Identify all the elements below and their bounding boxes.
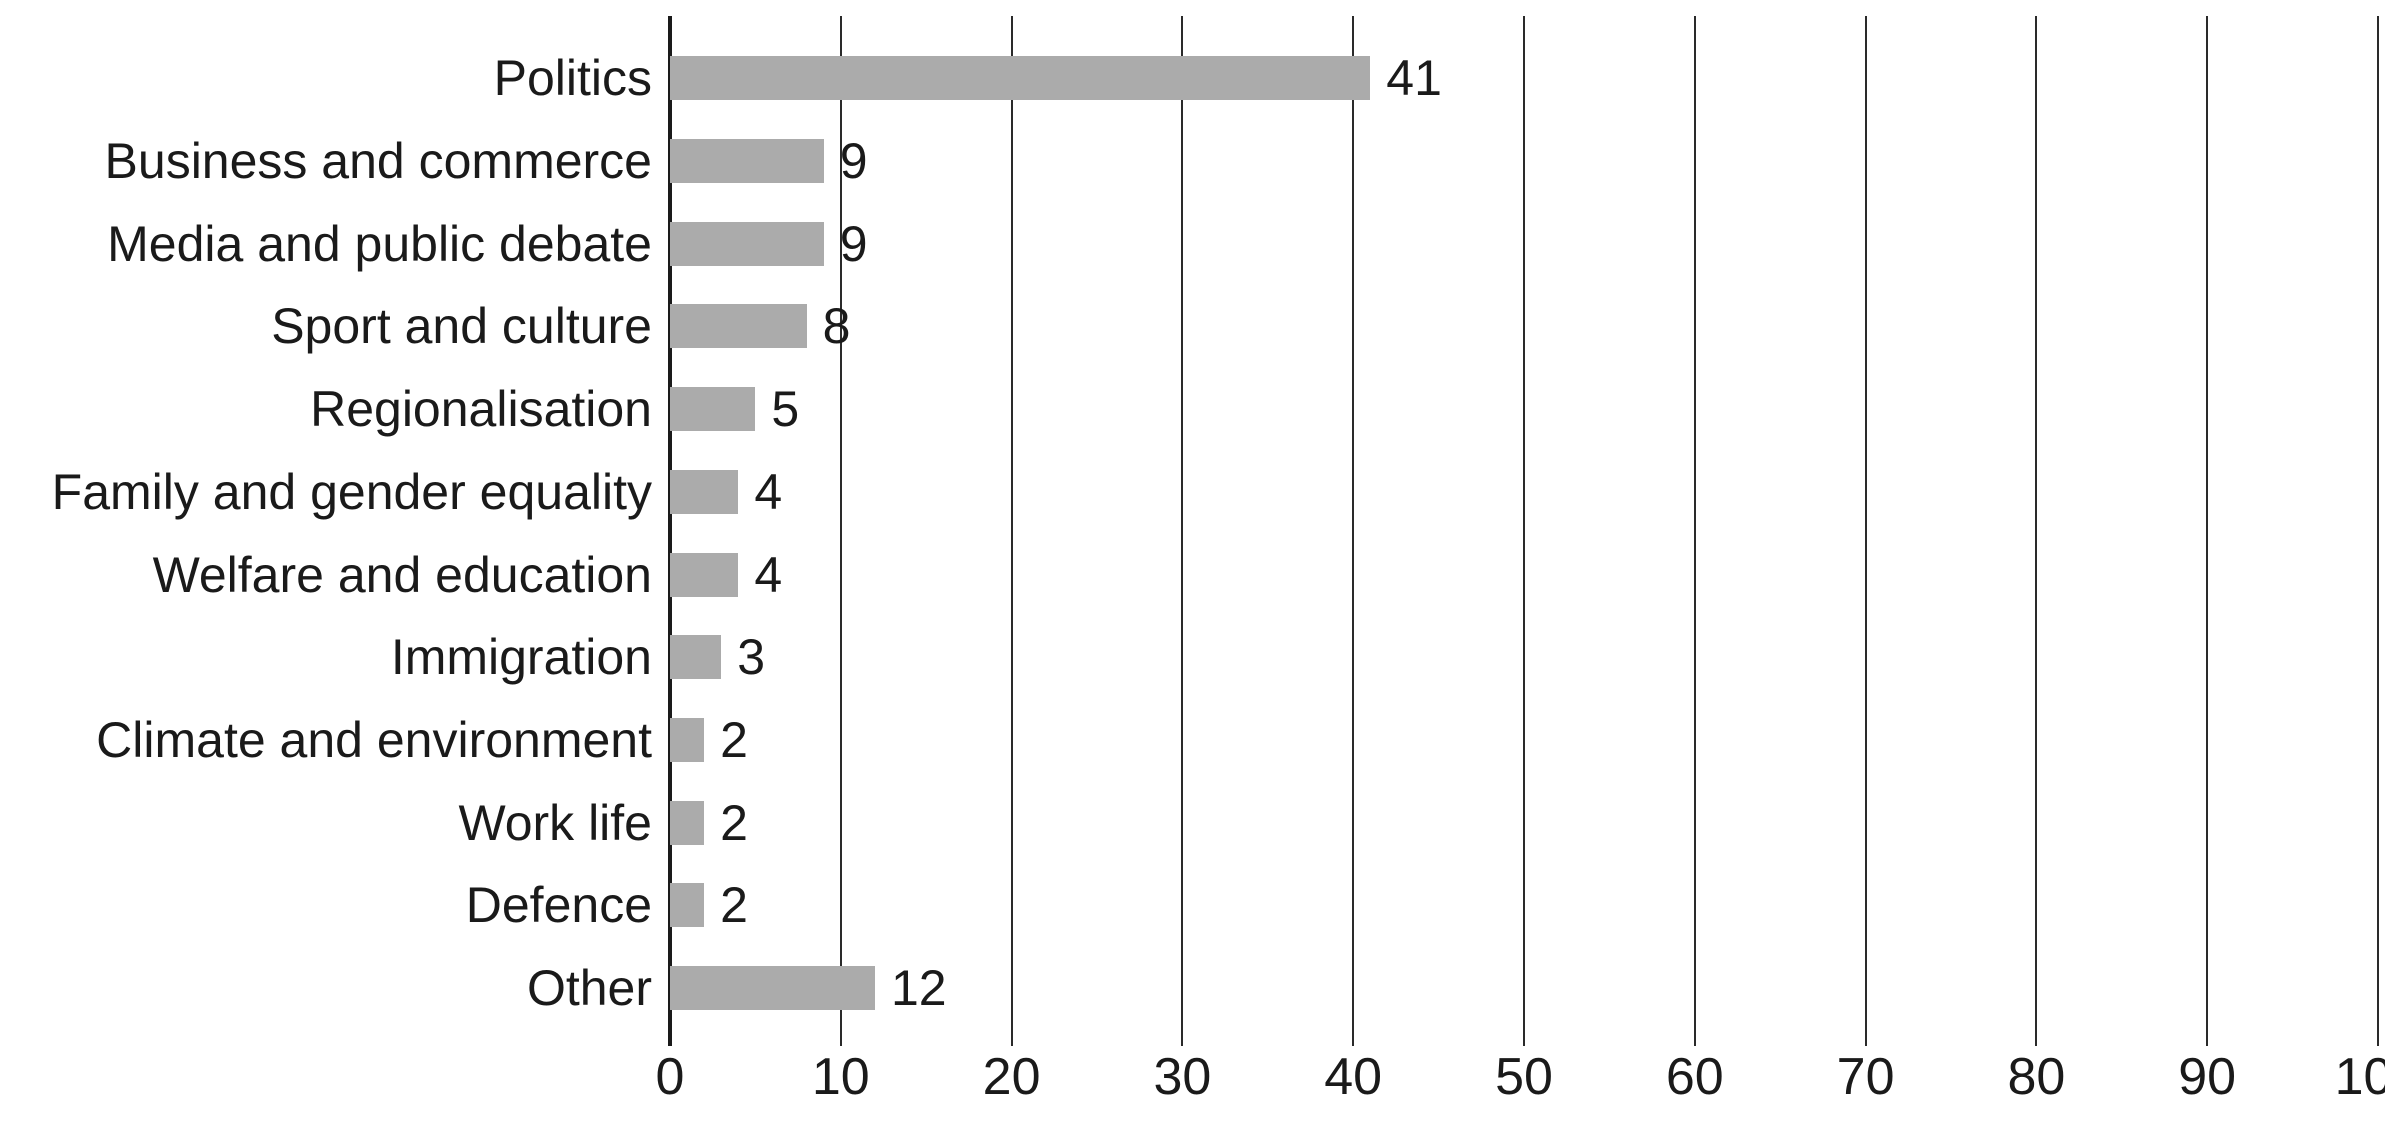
x-tick-label: 70 [1836, 1048, 1895, 1106]
value-label: 4 [754, 463, 783, 520]
x-tick-label: 20 [982, 1048, 1041, 1106]
bar [670, 883, 705, 928]
chart-row: Immigration 3 [40, 616, 2385, 699]
gridline [1181, 16, 1184, 1046]
x-tick-label: 90 [2178, 1048, 2237, 1106]
chart-row: Other 12 [40, 947, 2385, 1030]
value-label: 9 [839, 133, 868, 190]
category-label: Media and public debate [107, 215, 652, 272]
value-label: 8 [822, 298, 851, 355]
gridline [2206, 16, 2209, 1046]
category-label: Sport and culture [271, 298, 652, 355]
bar [670, 139, 824, 184]
category-label: Welfare and education [152, 546, 652, 603]
x-tick-label: 30 [1153, 1048, 1212, 1106]
value-label: 4 [754, 546, 783, 603]
gridline [1352, 16, 1355, 1046]
category-label: Business and commerce [104, 133, 652, 190]
value-label: 2 [720, 877, 748, 934]
gridline [839, 16, 842, 1046]
x-tick-label: 100 [2334, 1048, 2385, 1106]
value-label: 5 [771, 381, 800, 438]
chart-row: Sport and culture 8 [40, 285, 2385, 368]
bar [670, 552, 739, 597]
category-label: Defence [465, 877, 652, 934]
bar [670, 221, 824, 266]
bar [670, 966, 875, 1011]
x-tick-label: 0 [655, 1048, 685, 1106]
bar [670, 56, 1371, 101]
value-label: 41 [1386, 50, 1442, 107]
y-axis-line [668, 16, 672, 1046]
category-label: Politics [493, 50, 652, 107]
chart-row: Media and public debate 9 [40, 202, 2385, 285]
chart-row: Work life 2 [40, 781, 2385, 864]
gridline [1693, 16, 1696, 1046]
chart-row: Family and gender equality 4 [40, 451, 2385, 534]
x-tick-label: 80 [2007, 1048, 2066, 1106]
bar [670, 718, 705, 763]
bar [670, 800, 705, 845]
bar [670, 304, 807, 349]
value-label: 2 [720, 794, 748, 851]
bar [670, 387, 756, 432]
category-label: Family and gender equality [51, 463, 652, 520]
category-label: Climate and environment [96, 712, 652, 769]
chart-row: Defence 2 [40, 864, 2385, 947]
value-label: 12 [890, 960, 947, 1017]
chart-row: Climate and environment 2 [40, 699, 2385, 782]
gridline [1864, 16, 1867, 1046]
gridline [2035, 16, 2038, 1046]
category-label: Immigration [390, 629, 652, 686]
bar [670, 635, 722, 680]
x-tick-label: 60 [1665, 1048, 1724, 1106]
value-label: 9 [839, 215, 868, 272]
bar-chart: Politics 41 Business and commerce 9 Media an… [40, 16, 2385, 1106]
chart-row: Welfare and education 4 [40, 533, 2385, 616]
value-label: 3 [737, 629, 766, 686]
gridline [1010, 16, 1013, 1046]
value-label: 2 [720, 712, 748, 769]
x-tick-label: 10 [811, 1048, 870, 1106]
x-tick-label: 50 [1495, 1048, 1553, 1106]
chart-row: Business and commerce 9 [40, 120, 2385, 203]
bar [670, 469, 739, 514]
category-label: Work life [458, 794, 652, 851]
chart-row: Regionalisation 5 [40, 368, 2385, 451]
gridline [1523, 16, 1525, 1046]
chart-row: Politics 41 [40, 37, 2385, 120]
category-label: Other [526, 960, 652, 1017]
category-label: Regionalisation [310, 381, 652, 438]
x-tick-label: 40 [1324, 1048, 1383, 1106]
gridline [2377, 16, 2379, 1046]
